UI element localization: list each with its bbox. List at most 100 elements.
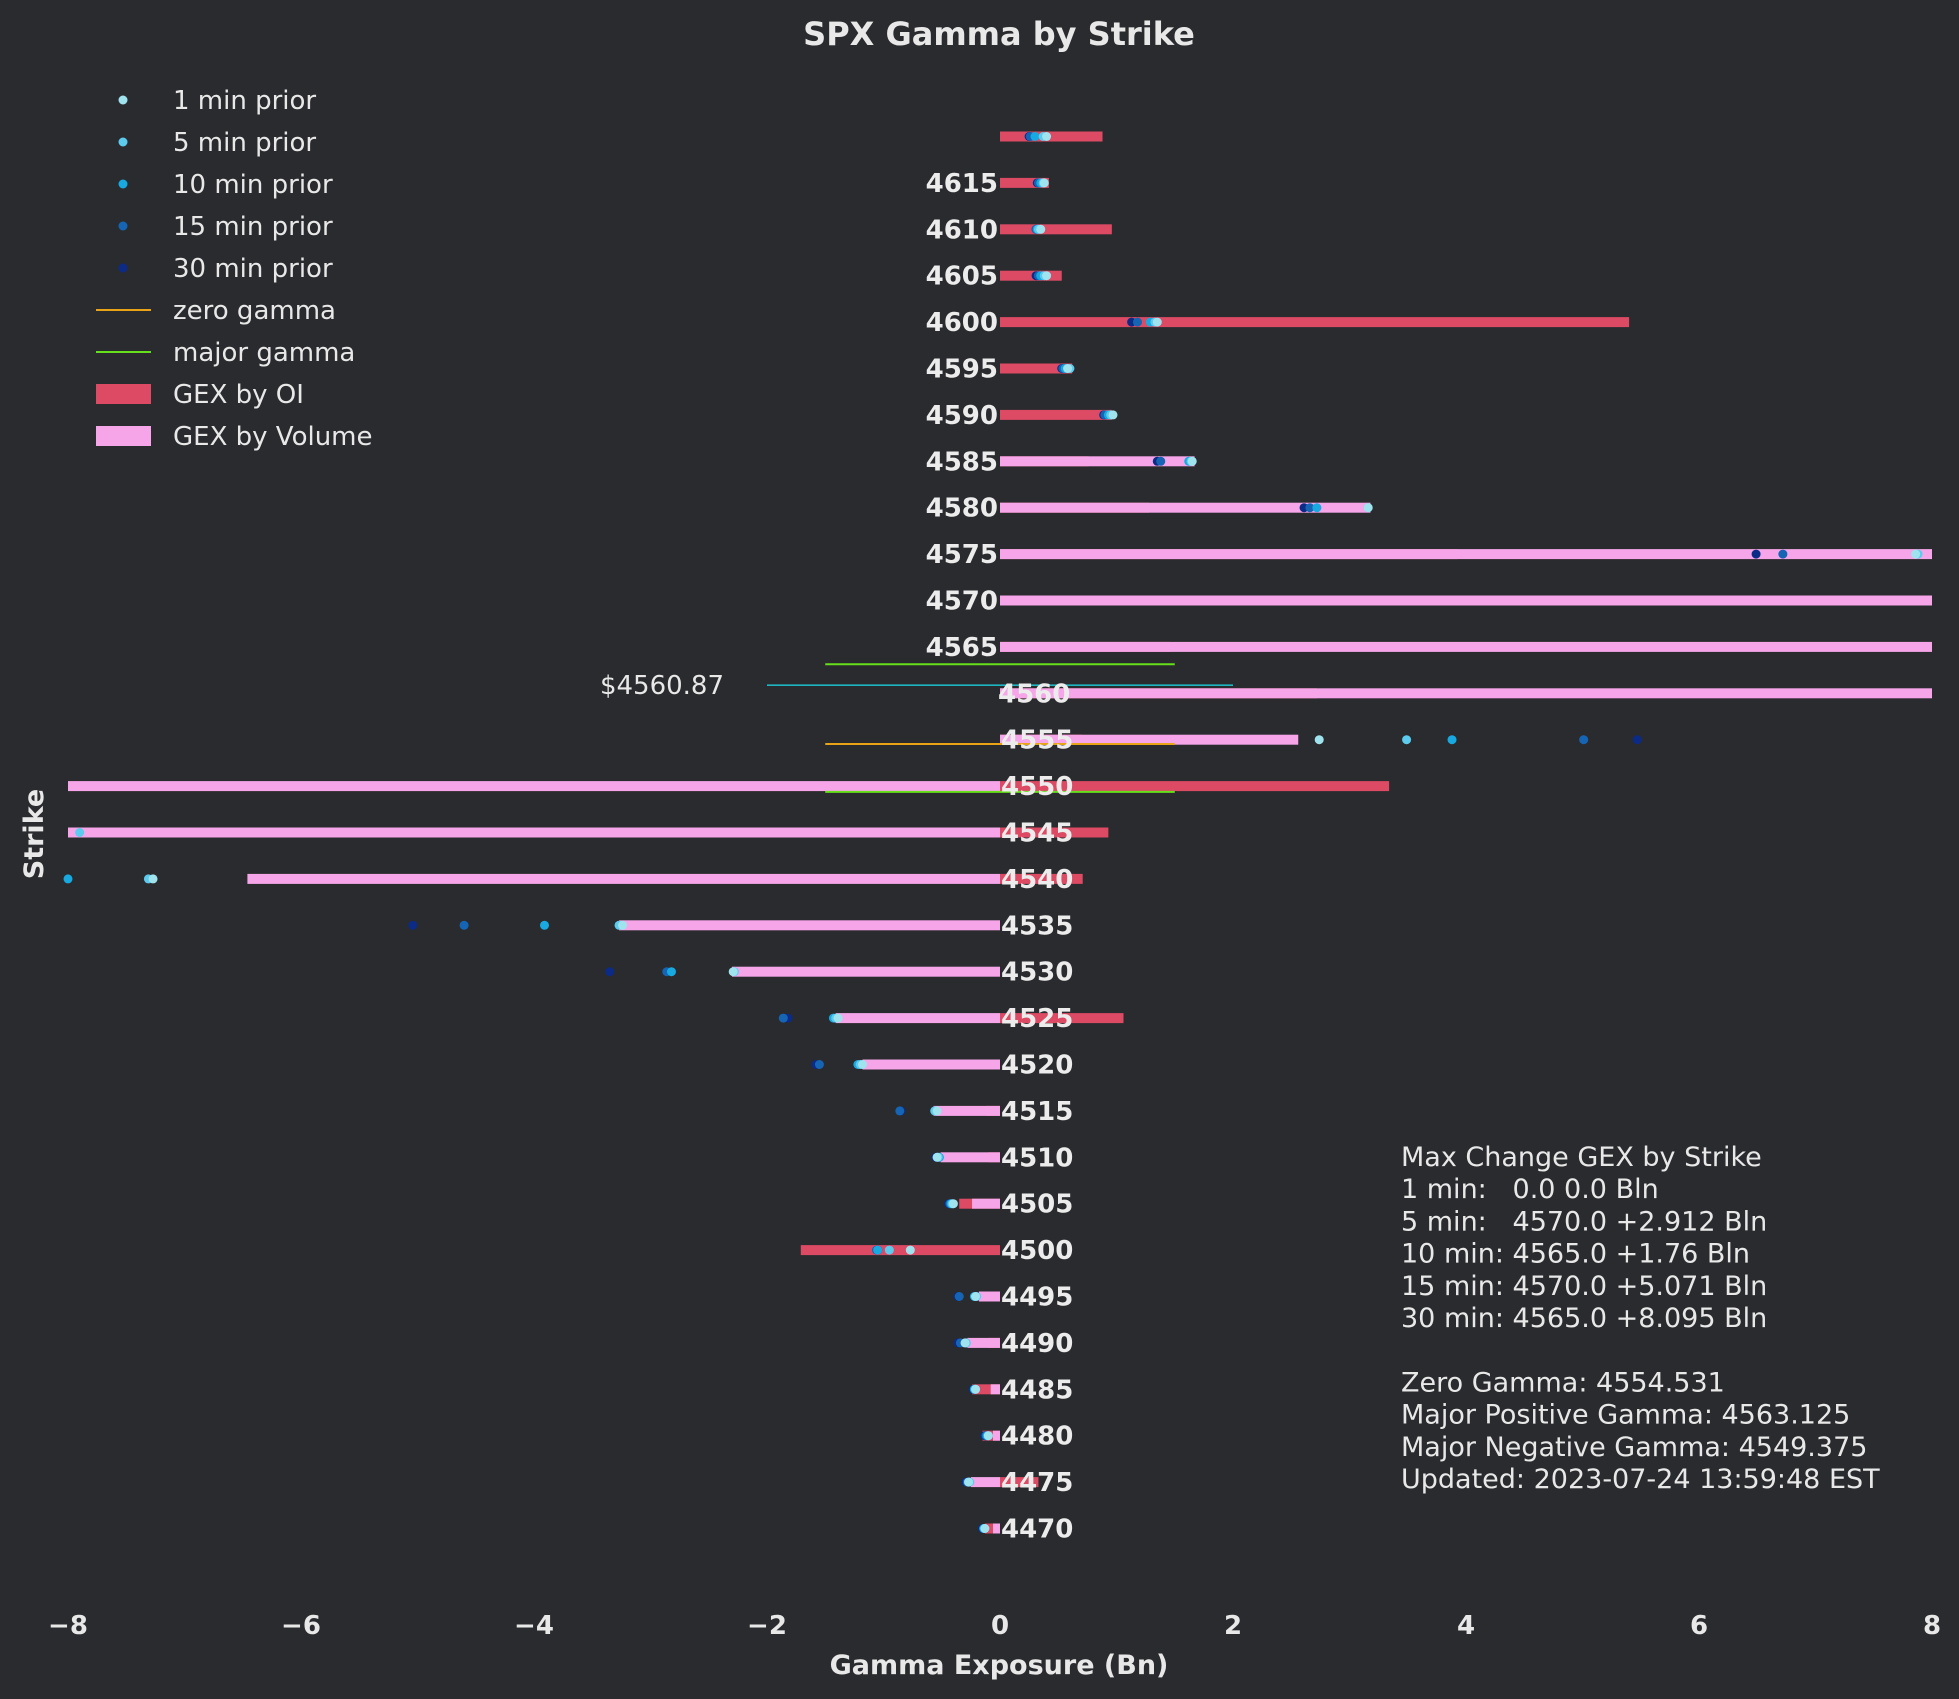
prior-point [148, 874, 158, 884]
volume-bar [835, 1013, 1000, 1024]
strike-tick-label: 4615 [926, 169, 998, 199]
prior-point [905, 1245, 915, 1255]
strike-tick-label: 4520 [1001, 1051, 1073, 1081]
strike-tick-label: 4525 [1001, 1004, 1073, 1034]
oi-bar [1000, 224, 1112, 235]
prior-point [971, 1384, 981, 1394]
strike-tick-label: 4540 [1001, 865, 1073, 895]
volume-bar [940, 1152, 1000, 1163]
legend-label: 30 min prior [173, 254, 333, 284]
volume-bar [68, 781, 1000, 792]
legend: 1 min prior 5 min prior 10 min prior 15 min… [96, 86, 373, 452]
volume-bar [1000, 549, 1932, 560]
volume-bar [990, 1384, 1000, 1395]
prior-point [980, 1524, 990, 1533]
strike-tick-label: 4490 [1001, 1329, 1073, 1359]
volume-bar [732, 966, 1000, 977]
volume-bar [1000, 595, 1932, 606]
prior-point [459, 920, 469, 930]
legend-dot-marker [118, 179, 128, 189]
volume-bar [979, 1291, 1000, 1302]
strike-tick-label: 4505 [1001, 1190, 1073, 1220]
strike-tick-label: 4605 [926, 262, 998, 292]
x-tick-label: 0 [991, 1611, 1009, 1641]
info-line: Max Change GEX by Strike [1401, 1142, 1762, 1173]
strike-tick-label: 4535 [1001, 911, 1073, 941]
prior-point [1314, 735, 1324, 745]
volume-bar [247, 873, 1000, 884]
oi-bar [1000, 131, 1103, 142]
x-tick-label: −8 [48, 1611, 88, 1641]
prior-point [954, 1292, 964, 1301]
prior-point [1152, 317, 1162, 327]
oi-bar [1000, 409, 1112, 420]
prior-points-layer [63, 132, 1923, 1533]
prior-point [960, 1338, 970, 1348]
prior-point [1156, 456, 1166, 466]
x-tick-label: −6 [281, 1611, 321, 1641]
x-ticks-layer: −8 −6 −4 −2 0 2 4 6 8 [48, 1611, 1941, 1641]
prior-point [1187, 456, 1197, 466]
strike-tick-label: 4550 [1001, 772, 1073, 802]
legend-label: GEX by OI [173, 380, 304, 410]
strike-tick-label: 4530 [1001, 958, 1073, 988]
strike-tick-label: 4475 [1001, 1468, 1073, 1498]
prior-point [728, 967, 738, 977]
reference-lines-layer: $4560.87 [600, 663, 1233, 793]
info-line: 5 min: 4570.0 +2.912 Bln [1401, 1206, 1767, 1237]
strike-tick-label: 4565 [926, 633, 998, 663]
strike-tick-label: 4595 [926, 355, 998, 385]
prior-point [1312, 503, 1322, 513]
prior-point [814, 1060, 824, 1069]
oi-bar [1000, 781, 1390, 792]
prior-point [408, 920, 418, 930]
legend-patch-marker [96, 426, 151, 446]
prior-point [1063, 364, 1073, 373]
legend-dot-marker [118, 221, 128, 231]
chart-title: SPX Gamma by Strike [803, 15, 1195, 53]
legend-label: 5 min prior [173, 128, 316, 158]
prior-point [895, 1106, 905, 1116]
prior-point [1132, 317, 1142, 327]
x-tick-label: 8 [1923, 1611, 1941, 1641]
volume-bar [1000, 688, 1932, 699]
strike-tick-label: 4560 [998, 679, 1070, 709]
prior-point [1039, 178, 1049, 188]
strike-tick-label: 4580 [926, 494, 998, 524]
strike-labels-layer: 4615 4610 4605 4600 4595 4590 4585 4580 4575 4570… [926, 169, 1074, 1545]
prior-point [1042, 132, 1052, 141]
info-line: 10 min: 4565.0 +1.76 Bln [1401, 1239, 1750, 1270]
strike-tick-label: 4570 [926, 587, 998, 617]
info-line: 30 min: 4565.0 +8.095 Bln [1401, 1303, 1767, 1334]
volume-bar [68, 827, 1000, 838]
prior-point [618, 920, 628, 930]
legend-label: zero gamma [173, 296, 336, 326]
x-axis-label: Gamma Exposure (Bn) [830, 1650, 1169, 1681]
prior-point [932, 1106, 942, 1116]
volume-bar [862, 1059, 1000, 1070]
legend-dot-marker [118, 137, 128, 147]
oi-bar [972, 1384, 1000, 1395]
prior-point [964, 1477, 974, 1487]
volume-bar [933, 1105, 1000, 1116]
info-line: 1 min: 0.0 0.0 Bln [1401, 1174, 1659, 1205]
oi-bar [800, 1245, 1000, 1256]
strike-tick-label: 4515 [1001, 1097, 1073, 1127]
x-tick-label: −2 [747, 1611, 787, 1641]
x-tick-label: 4 [1457, 1611, 1475, 1641]
strike-tick-label: 4510 [1001, 1143, 1073, 1173]
prior-point [1911, 549, 1921, 559]
legend-label: 15 min prior [173, 212, 333, 242]
strike-tick-label: 4485 [1001, 1375, 1073, 1405]
prior-point [1036, 224, 1046, 234]
prior-point [1447, 735, 1457, 745]
legend-label: 10 min prior [173, 170, 333, 200]
bars-layer [68, 131, 1932, 1534]
legend-label: GEX by Volume [173, 422, 373, 452]
prior-point [539, 920, 549, 930]
prior-point [873, 1245, 883, 1255]
prior-point [1363, 503, 1373, 513]
info-line: Zero Gamma: 4554.531 [1401, 1367, 1725, 1398]
